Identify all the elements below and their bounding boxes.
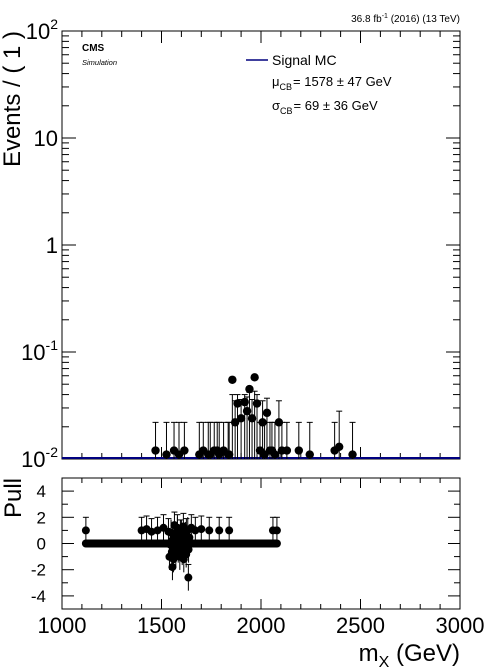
sigma-cb-label: σCB= 69 ± 36 GeV: [272, 98, 378, 116]
pull-data-point: [168, 563, 177, 572]
y-axis-title: Events / ( 1 ): [0, 31, 26, 167]
pull-cluster-point: [184, 545, 193, 554]
pull-cluster-point: [185, 533, 194, 542]
main-data-point: [180, 446, 189, 455]
main-data-point: [151, 446, 160, 455]
pull-data-point: [81, 526, 90, 535]
x-tick-label: 3000: [436, 613, 485, 638]
main-data-point: [335, 442, 344, 452]
pull-y-tick-label: -2: [31, 561, 46, 580]
main-frame: [61, 30, 461, 460]
x-tick-label: 1500: [137, 613, 186, 638]
pull-data-point: [153, 526, 162, 535]
main-data-point: [252, 399, 262, 408]
main-data-point: [242, 406, 252, 416]
main-x-axis: [61, 31, 461, 459]
pull-data-point: [191, 526, 200, 535]
main-data-point: [305, 450, 314, 459]
pull-axis-title: Pull: [0, 478, 27, 518]
main-y-tick-label: 10-1: [21, 337, 58, 365]
pull-x-axis: 1000 1500 2000 2500 3000: [38, 478, 485, 638]
pull-panel: -4 -2 0 2 4 1000 1500 2000 2500 3000 Pull mX (Ge…: [0, 477, 485, 671]
main-data-point: [294, 446, 304, 455]
main-data-point: [236, 414, 246, 423]
main-data-point: [224, 450, 234, 459]
x-axis-title: mX (GeV): [359, 640, 460, 671]
main-panel: 10-2 10-1 1 10 102 CMS Simulation Signal MC …: [0, 16, 461, 472]
main-data-point: [228, 375, 237, 384]
pull-data-point: [205, 526, 214, 535]
x-tick-label: 2500: [336, 613, 385, 638]
main-data-point: [240, 397, 249, 407]
main-data-point: [206, 450, 215, 459]
main-data-point: [282, 446, 292, 455]
pull-y-tick-label: 4: [37, 482, 46, 501]
pull-data-points: [81, 511, 281, 591]
pull-y-axis: -4 -2 0 2 4: [31, 477, 460, 610]
main-y-tick-label: 10: [34, 126, 58, 151]
main-y-tick-label: 10-2: [21, 444, 58, 472]
main-data-points: [151, 373, 357, 459]
main-data-point: [262, 408, 272, 418]
pull-data-point: [225, 526, 234, 535]
pull-data-point: [215, 526, 224, 535]
pull-y-tick-label: 0: [37, 535, 46, 554]
main-y-tick-label: 1: [46, 233, 58, 258]
pull-data-point: [184, 573, 193, 582]
cms-label: CMS: [82, 43, 105, 54]
pull-cluster-point: [183, 526, 192, 535]
pull-data-point: [147, 527, 156, 536]
pull-data-point: [272, 526, 281, 535]
legend-entry: Signal MC: [272, 52, 337, 68]
x-tick-label: 2000: [237, 613, 286, 638]
main-y-axis: 10-2 10-1 1 10 102: [21, 16, 460, 472]
simulation-label: Simulation: [82, 58, 117, 67]
main-data-point: [250, 373, 259, 382]
main-y-tick-label: 102: [26, 16, 58, 44]
x-tick-label: 1000: [38, 613, 87, 638]
pull-data-point: [197, 525, 206, 534]
pull-y-tick-label: 2: [37, 508, 46, 527]
pull-y-tick-label: -4: [31, 587, 46, 606]
main-data-point: [233, 399, 242, 408]
mu-cb-label: μCB= 1578 ± 47 GeV: [272, 74, 392, 92]
main-data-point: [270, 450, 280, 459]
main-data-point: [348, 450, 357, 459]
lumi-label: 36.8 fb-1 (2016) (13 TeV): [351, 13, 460, 25]
main-data-point: [213, 446, 222, 455]
legend: Signal MC μCB= 1578 ± 47 GeV σCB= 69 ± 3…: [246, 52, 392, 116]
main-data-point: [162, 450, 171, 459]
main-data-point: [245, 384, 254, 394]
